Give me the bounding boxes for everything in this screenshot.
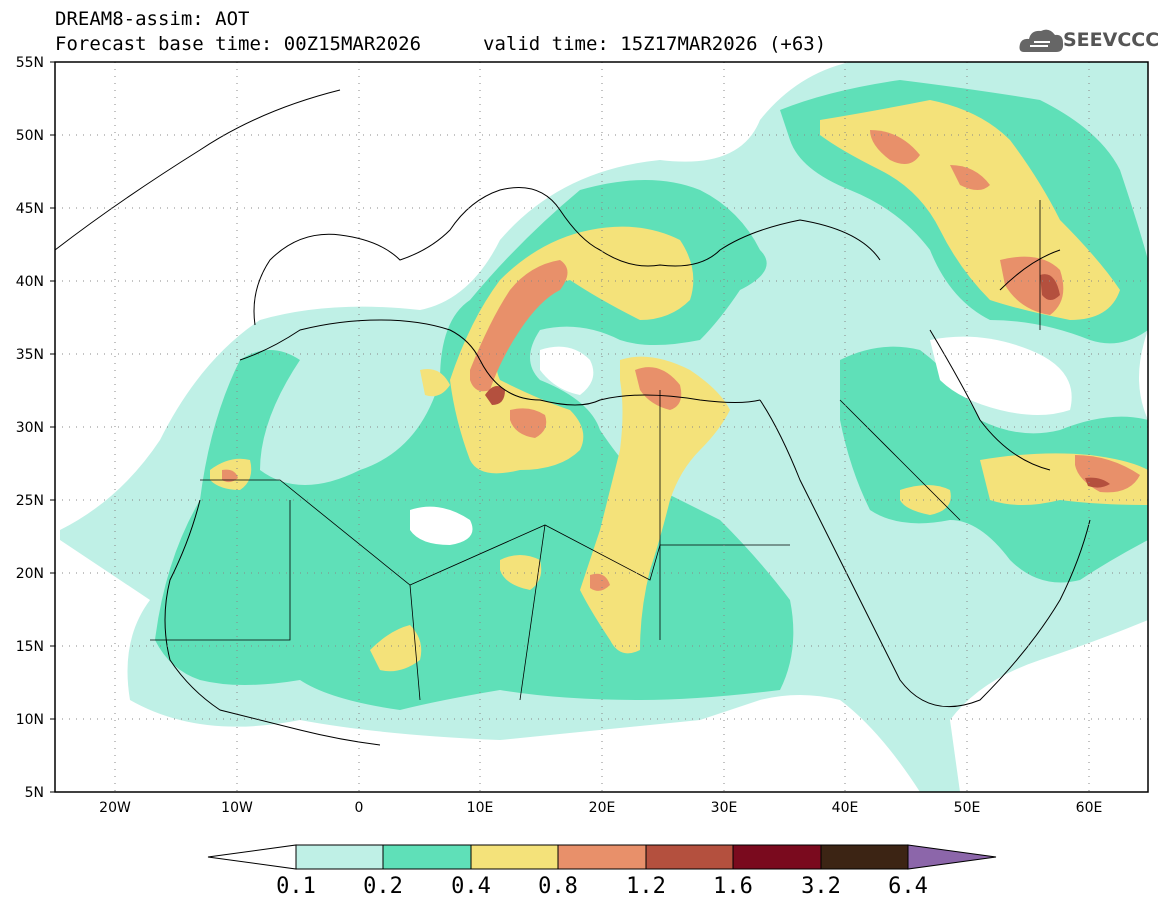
lat-label: 45N <box>16 201 44 217</box>
lon-label: 20W <box>99 800 131 816</box>
lon-label: 50E <box>954 800 981 816</box>
lon-label: 0 <box>355 800 364 816</box>
colorbar-label: 0.1 <box>276 874 316 899</box>
colorbar-label: 3.2 <box>801 874 841 899</box>
colorbar-segment <box>645 844 734 870</box>
lat-label: 30N <box>16 420 44 436</box>
colorbar-segment <box>295 844 384 870</box>
colorbar-segment <box>470 844 559 870</box>
lat-label: 50N <box>16 128 44 144</box>
model-title: DREAM8-assim: AOT <box>55 8 250 30</box>
lon-label: 30E <box>711 800 738 816</box>
colorbar-label: 0.2 <box>363 874 403 899</box>
lat-label: 25N <box>16 493 44 509</box>
colorbar-segment <box>820 844 909 870</box>
lon-labels: 20W 10W 0 10E 20E 30E 40E 50E 60E <box>99 800 1102 816</box>
lat-label: 20N <box>16 566 44 582</box>
lon-label: 20E <box>589 800 616 816</box>
colorbar-low-arrow <box>207 844 297 870</box>
lat-label: 35N <box>16 347 44 363</box>
lat-label: 10N <box>16 712 44 728</box>
graticule <box>55 62 1148 792</box>
valid-time: valid time: 15Z17MAR2026 (+63) <box>483 33 827 55</box>
lon-label: 10W <box>221 800 253 816</box>
coastlines <box>55 89 1091 746</box>
lon-label: 40E <box>832 800 859 816</box>
colorbar-label: 0.8 <box>538 874 578 899</box>
colorbar-labels: 0.1 0.2 0.4 0.8 1.2 1.6 3.2 6.4 <box>276 874 928 899</box>
colorbar-label: 6.4 <box>888 874 928 899</box>
colorbar-segment <box>382 844 472 870</box>
lat-labels: 55N 50N 45N 40N 35N 30N 25N 20N 15N 10N … <box>16 55 44 801</box>
colorbar <box>207 844 997 870</box>
colorbar-label: 0.4 <box>451 874 491 899</box>
lon-label: 60E <box>1076 800 1103 816</box>
country-borders <box>150 200 1041 701</box>
colorbar-label: 1.6 <box>713 874 753 899</box>
lat-label: 15N <box>16 639 44 655</box>
colorbar-high-arrow <box>907 844 997 870</box>
colorbar-segment <box>732 844 822 870</box>
lat-label: 55N <box>16 55 44 71</box>
lon-label: 10E <box>467 800 494 816</box>
logo-text: SEEVCCC <box>1063 29 1160 51</box>
lat-label: 5N <box>25 785 44 801</box>
colorbar-label: 1.2 <box>626 874 666 899</box>
colorbar-segment <box>557 844 647 870</box>
forecast-base-time: Forecast base time: 00Z15MAR2026 <box>55 33 422 55</box>
cloud-logo-icon <box>1019 29 1064 52</box>
lat-label: 40N <box>16 274 44 290</box>
